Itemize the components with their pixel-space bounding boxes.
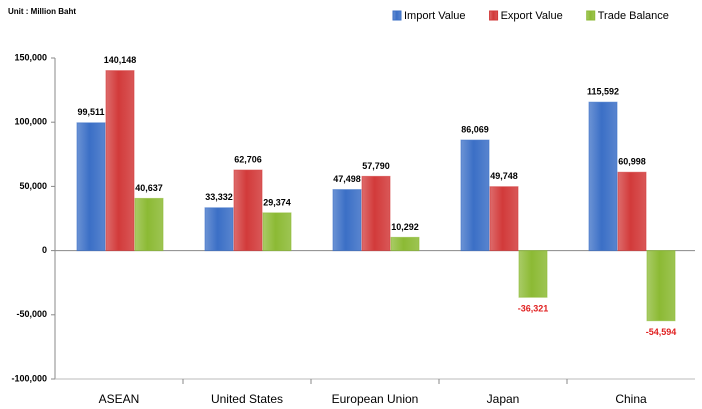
bar	[361, 175, 391, 252]
value-label: 49,748	[490, 171, 518, 181]
value-label: 86,069	[461, 124, 489, 134]
legend-swatch	[489, 10, 499, 21]
value-label: 115,592	[587, 87, 619, 97]
bar	[262, 212, 292, 252]
bar	[489, 186, 519, 252]
x-tick-label: European Union	[332, 392, 419, 406]
value-label: 60,998	[618, 157, 646, 167]
value-label: 140,148	[104, 55, 137, 65]
x-tick-label: China	[615, 392, 647, 406]
value-label: 47,498	[333, 174, 361, 184]
y-tick-label: 100,000	[14, 117, 47, 127]
bar	[105, 70, 135, 252]
legend-label: Trade Balance	[598, 10, 669, 22]
y-tick-label: 0	[42, 245, 47, 255]
bar	[617, 171, 647, 252]
value-label: 62,706	[234, 154, 262, 164]
bar	[518, 250, 548, 298]
value-label: 40,637	[135, 183, 163, 193]
value-label: 10,292	[391, 222, 419, 232]
x-tick-label: United States	[211, 392, 283, 406]
bar	[332, 189, 362, 252]
bar	[390, 236, 420, 252]
bar	[646, 250, 676, 322]
y-tick-label: 50,000	[19, 181, 47, 191]
bar	[233, 169, 263, 252]
value-label: -36,321	[518, 304, 549, 314]
y-tick-label: -50,000	[16, 309, 47, 319]
x-tick-label: ASEAN	[99, 392, 140, 406]
bar	[134, 197, 164, 252]
bar	[588, 101, 618, 252]
chart-subtitle: Unit : Million Baht	[8, 7, 76, 16]
legend-swatch	[586, 10, 596, 21]
value-label: 33,332	[205, 192, 233, 202]
y-tick-label: -100,000	[11, 373, 47, 383]
bar	[460, 139, 490, 252]
legend-label: Import Value	[404, 10, 466, 22]
legend-swatch	[392, 10, 402, 21]
value-label: 57,790	[362, 161, 390, 171]
bar	[204, 207, 234, 252]
x-tick-label: Japan	[487, 392, 520, 406]
bar	[76, 122, 106, 252]
legend-label: Export Value	[501, 10, 563, 22]
value-label: 29,374	[263, 197, 291, 207]
y-tick-label: 150,000	[14, 52, 47, 62]
value-label: -54,594	[646, 327, 677, 337]
value-label: 99,511	[77, 107, 104, 117]
